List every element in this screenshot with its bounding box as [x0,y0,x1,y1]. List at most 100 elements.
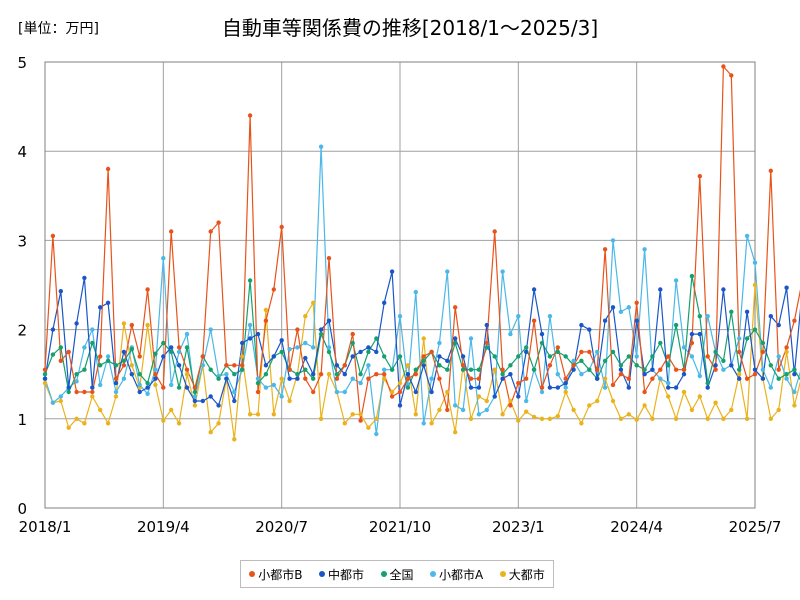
data-point-中都市 [303,355,308,361]
data-point-小都市A [666,380,671,386]
data-point-小都市A [760,367,766,372]
data-point-小都市B [681,367,687,372]
data-point-全国 [137,372,142,377]
data-point-全国 [421,358,426,363]
data-point-大都市 [113,394,119,399]
data-point-全国 [397,354,403,359]
data-point-大都市 [105,421,111,426]
data-point-小都市B [232,363,237,368]
data-point-大都市 [508,398,513,404]
data-point-大都市 [74,416,79,421]
data-point-大都市 [681,389,687,395]
data-point-小都市B [642,389,647,395]
data-point-大都市 [247,412,253,417]
data-point-全国 [350,340,355,346]
data-point-小都市B [539,385,545,390]
data-point-全国 [516,354,521,359]
data-point-全国 [634,363,639,368]
data-point-中都市 [326,318,332,323]
data-point-全国 [579,358,584,363]
data-point-中都市 [445,358,450,363]
data-point-小都市A [563,385,568,390]
data-point-小都市B [295,327,300,332]
data-point-小都市A [137,382,142,388]
data-point-全国 [460,367,466,372]
data-point-大都市 [413,412,418,417]
data-point-全国 [666,363,671,368]
data-point-小都市A [255,376,261,381]
data-point-中都市 [90,385,95,390]
legend-label: 中都市 [327,567,364,582]
data-point-大都市 [579,421,584,426]
data-point-全国 [66,389,71,395]
data-point-中都市 [358,349,363,355]
data-point-大都市 [90,394,95,399]
data-point-小都市A [247,322,253,328]
data-point-全国 [389,367,395,372]
data-point-全国 [153,351,158,356]
data-point-小都市B [508,403,513,408]
data-point-小都市B [658,367,663,372]
data-point-全国 [105,358,111,363]
legend-item: 中都市 [318,566,364,583]
data-point-全国 [531,367,537,372]
data-point-全国 [382,354,387,359]
data-point-小都市A [500,269,505,274]
data-point-大都市 [453,430,458,435]
data-point-小都市A [413,289,418,295]
data-point-小都市A [184,331,190,337]
data-point-小都市A [539,389,545,395]
y-tick-label: 0 [17,500,27,518]
data-point-中都市 [50,327,56,332]
data-point-小都市A [768,385,773,390]
data-point-小都市B [689,340,695,346]
data-point-小都市B [397,389,403,395]
data-point-全国 [445,367,450,372]
data-point-中都市 [129,372,134,377]
data-point-全国 [752,327,758,332]
data-point-小都市B [405,376,411,381]
data-point-小都市B [137,354,142,359]
data-point-小都市B [382,372,387,377]
data-point-小都市B [516,380,521,386]
data-point-大都市 [58,398,63,404]
data-point-中都市 [255,331,261,337]
data-point-小都市B [713,367,718,372]
data-point-大都市 [776,407,781,413]
data-point-中都市 [161,354,166,359]
data-point-小都市A [279,394,284,399]
y-tick-label: 3 [17,232,27,250]
data-point-小都市A [516,314,521,319]
data-point-小都市B [563,376,568,381]
data-point-中都市 [42,376,48,381]
data-point-大都市 [350,412,355,417]
data-point-全国 [311,376,316,381]
legend-item: 大都市 [499,566,545,583]
data-point-小都市A [232,389,237,395]
legend-label: 小都市A [439,567,484,582]
y-tick-label: 1 [17,411,27,429]
data-point-全国 [610,349,616,355]
data-point-大都市 [729,407,734,413]
legend-marker [430,571,437,577]
data-point-全国 [326,349,332,355]
data-point-全国 [303,367,308,372]
data-point-全国 [563,354,568,359]
data-point-全国 [539,340,545,346]
data-point-小都市A [153,367,158,372]
data-point-中都市 [429,389,434,395]
data-point-全国 [129,347,134,352]
data-point-小都市B [524,376,529,381]
data-point-全国 [58,345,63,350]
data-point-全国 [508,363,513,368]
data-point-大都市 [176,421,182,426]
data-point-中都市 [468,385,474,390]
data-point-小都市B [303,376,308,381]
data-point-小都市B [90,389,95,395]
data-point-小都市B [484,340,489,346]
data-point-中都市 [571,367,576,372]
data-point-中都市 [437,354,442,359]
data-point-中都市 [768,314,773,319]
data-point-中都市 [58,289,63,294]
